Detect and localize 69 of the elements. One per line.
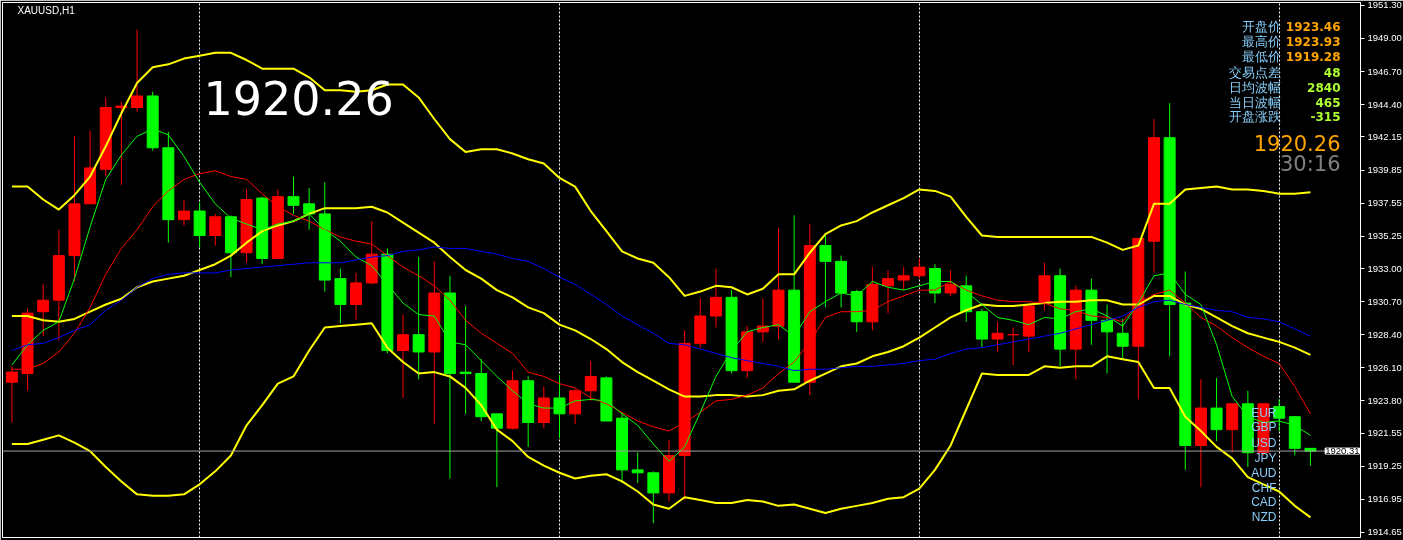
line-series — [10, 322, 1312, 519]
annotation: JPY — [1254, 450, 1277, 465]
candlestick — [897, 266, 910, 291]
candlestick — [631, 452, 644, 484]
candlestick — [553, 374, 566, 439]
candlestick — [569, 388, 582, 425]
y-tick-label: 1923.80 — [1367, 394, 1402, 406]
annotation: 当日波幅 — [1228, 95, 1281, 110]
annotation: 最低价 — [1241, 49, 1281, 64]
annotation: 1923.46 — [1285, 20, 1341, 34]
candlestick — [287, 176, 300, 215]
candlestick — [819, 234, 832, 308]
candlestick — [1007, 327, 1020, 366]
candlestick — [1101, 304, 1114, 375]
y-tick-label: 1939.85 — [1367, 164, 1402, 176]
annotation: 交易点差 — [1228, 65, 1281, 80]
y-tick-label: 1926.10 — [1367, 361, 1402, 373]
candlestick — [115, 101, 128, 186]
candlestick — [1210, 377, 1223, 442]
y-tick-label: 1946.70 — [1367, 65, 1402, 77]
candlestick — [209, 213, 222, 247]
candlestick — [1116, 318, 1129, 360]
annotation: 465 — [1315, 96, 1341, 110]
line-series — [10, 205, 1312, 398]
y-tick-label: 1928.40 — [1367, 328, 1402, 340]
annotation: 最高价 — [1241, 34, 1281, 49]
annotation: 1919.28 — [1285, 50, 1341, 64]
annotation: -315 — [1310, 110, 1341, 124]
annotation: AUD — [1251, 465, 1277, 480]
y-tick-label: 1916.95 — [1367, 493, 1402, 505]
chart-title: XAUUSD,H1 — [17, 5, 76, 16]
annotation: 1923.93 — [1285, 35, 1341, 49]
line-series — [11, 246, 1311, 372]
y-tick-label: 1933.00 — [1367, 262, 1402, 274]
annotation: NZD — [1251, 509, 1277, 524]
candlestick — [944, 269, 957, 297]
y-tick-label: 1942.15 — [1367, 130, 1402, 142]
candlestick — [303, 187, 316, 231]
candlestick — [647, 470, 660, 524]
annotation: 1920.26 — [203, 71, 394, 126]
candlestick — [37, 283, 50, 337]
candlestick — [178, 199, 190, 226]
text: 48 — [1323, 66, 1341, 80]
candlestick — [412, 256, 425, 380]
annotation: 开盘价 — [1241, 19, 1281, 34]
annotation: 2840 — [1307, 81, 1341, 95]
candlestick — [991, 321, 1004, 353]
y-tick-label: 1919.25 — [1367, 460, 1402, 472]
y-tick-label: 1935.25 — [1367, 230, 1402, 242]
y-tick-label: 1951.30 — [1367, 0, 1402, 11]
annotation: 开盘涨跌 — [1228, 109, 1281, 124]
y-tick-label: 1930.70 — [1367, 295, 1402, 307]
y-tick-label: 1944.40 — [1367, 98, 1402, 110]
candlestick — [459, 305, 472, 415]
annotation: 日均波幅 — [1228, 80, 1281, 95]
candlestick — [350, 272, 363, 321]
annotation: CAD — [1251, 494, 1277, 509]
y-tick-label: 1949.00 — [1367, 32, 1402, 44]
y-tick-label: 1914.65 — [1367, 526, 1402, 538]
ref-line-label: 1920.31 — [1325, 445, 1360, 457]
candlestick — [131, 29, 144, 113]
candlestick — [490, 413, 503, 488]
candlestick — [882, 269, 894, 314]
candlestick — [913, 257, 926, 280]
candlestick — [584, 360, 597, 402]
y-tick-label: 1921.55 — [1367, 427, 1402, 439]
y-tick-label: 1937.55 — [1367, 197, 1402, 209]
candlestick — [397, 314, 409, 399]
candlestick — [709, 268, 722, 329]
